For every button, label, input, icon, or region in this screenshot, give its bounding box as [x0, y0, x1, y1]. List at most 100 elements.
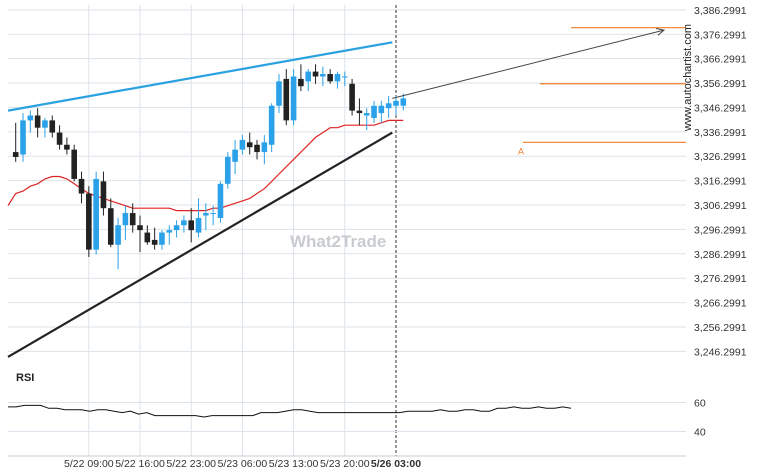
candle-body: [320, 74, 326, 77]
candle-body: [20, 120, 26, 155]
candle: [129, 203, 136, 233]
candle-body: [217, 183, 224, 218]
candle-body: [224, 156, 231, 184]
rsi-tick-label: 40: [694, 427, 706, 439]
candle: [64, 137, 70, 155]
candle: [246, 132, 253, 155]
price-tick-label: 3,336.2991: [694, 127, 747, 139]
candle: [210, 205, 216, 226]
candle-body: [210, 213, 216, 215]
candle: [181, 215, 187, 233]
candle: [217, 181, 224, 223]
candle-body: [254, 144, 260, 153]
rsi-panel: [8, 404, 572, 418]
candle: [349, 78, 355, 116]
candle: [356, 98, 363, 126]
time-tick-label: 5/23 13:00: [269, 458, 319, 470]
candle-body: [42, 120, 48, 128]
candle: [334, 71, 341, 89]
candle: [20, 113, 26, 162]
candle: [195, 198, 202, 238]
candle-body: [181, 220, 187, 226]
price-tick-label: 3,306.2991: [694, 200, 747, 212]
candle: [86, 186, 92, 257]
candle: [122, 205, 129, 240]
price-tick-label: 3,246.2991: [694, 346, 747, 358]
candle-body: [173, 225, 180, 231]
side-label: www.autochartist.com: [682, 24, 694, 132]
candle: [203, 203, 209, 231]
projection-arrow-head: [656, 28, 666, 36]
candle-body: [334, 74, 341, 82]
candle: [188, 208, 195, 243]
support-trendline: [7, 131, 393, 358]
candle: [298, 64, 304, 92]
candle-body: [268, 105, 275, 145]
price-tick-label: 3,266.2991: [694, 298, 747, 310]
time-tick-label: 5/22 09:00: [64, 458, 114, 470]
price-tick-label: 3,276.2991: [694, 273, 747, 285]
candle: [400, 93, 407, 111]
price-tick-label: 3,296.2991: [694, 224, 747, 236]
candle: [42, 117, 48, 138]
time-tick-label: 5/22 23:00: [166, 458, 216, 470]
candle: [312, 64, 319, 84]
price-tick-label: 3,346.2991: [694, 102, 747, 114]
candle: [283, 69, 290, 126]
candle: [371, 100, 377, 123]
price-tick-label: 3,376.2991: [694, 29, 747, 41]
resistance-trendline: [7, 41, 393, 112]
price-tick-label: 3,326.2991: [694, 151, 747, 163]
price-tick-label: 3,256.2991: [694, 322, 747, 334]
candle: [341, 71, 348, 87]
time-tick-label: 5/23 20:00: [320, 458, 370, 470]
candle: [327, 69, 333, 84]
candle: [261, 135, 268, 165]
candle: [27, 110, 34, 133]
candle-body: [151, 239, 158, 245]
candle-body: [71, 149, 78, 179]
candle: [78, 171, 85, 204]
candle: [49, 115, 56, 138]
time-tick-label: 5/22 16:00: [115, 458, 165, 470]
candle-body: [232, 149, 238, 162]
moving-average-line: [7, 119, 404, 212]
projection-arrow-line: [392, 29, 665, 99]
candle-body: [290, 76, 297, 121]
candle-body: [363, 113, 370, 116]
rsi-line: [8, 404, 572, 418]
candle-body: [349, 83, 355, 111]
candle: [363, 108, 370, 131]
rsi-title: RSI: [16, 372, 34, 384]
candle-body: [341, 76, 348, 78]
axes: 3,386.2991 3,376.2991 3,366.2991 3,356.2991…: [64, 5, 747, 470]
candle: [159, 230, 165, 250]
candle-body: [166, 230, 173, 233]
candle: [100, 171, 107, 216]
candle: [393, 95, 399, 116]
candle: [305, 69, 312, 92]
candle-body: [159, 232, 165, 245]
candle: [385, 95, 392, 118]
candle: [239, 135, 246, 155]
candle-body: [56, 132, 63, 145]
candle-body: [188, 220, 195, 231]
candle-body: [107, 208, 114, 245]
candle-body: [283, 78, 290, 121]
price-tick-label: 3,316.2991: [694, 176, 747, 188]
candle-body: [385, 103, 392, 109]
candle-body: [305, 71, 312, 82]
candle-body: [34, 115, 41, 128]
candle-body: [327, 74, 333, 82]
candle-body: [115, 225, 121, 245]
candle: [290, 69, 297, 126]
candle-body: [100, 181, 107, 209]
candle-body: [239, 139, 246, 150]
candle: [12, 122, 19, 162]
candle-body: [246, 142, 253, 148]
watermark: What2Trade: [290, 232, 386, 251]
candle-body: [129, 213, 136, 226]
candle-body: [400, 98, 407, 106]
candle: [137, 215, 143, 253]
price-tick-label: 3,356.2991: [694, 78, 747, 90]
